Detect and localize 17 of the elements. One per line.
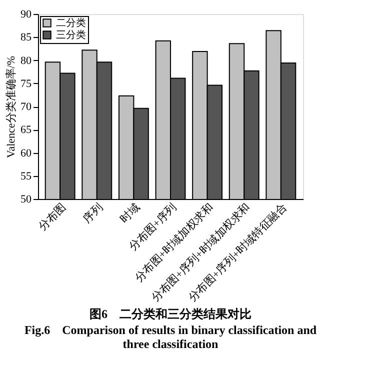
text: 图6 二分类和三分类结果对比 <box>90 307 252 322</box>
legend-label: 二分类 <box>56 17 86 29</box>
y-tick-label: 55 <box>20 170 32 182</box>
y-tick-label: 65 <box>20 124 32 136</box>
x-tick-label: 序列 <box>80 200 106 226</box>
y-tick-label: 70 <box>20 101 32 113</box>
text: Fig.6 Comparison of results in binary classification and three classification <box>24 323 317 352</box>
y-tick-label: 85 <box>20 32 32 44</box>
legend-label: 三分类 <box>56 29 86 41</box>
y-tick-label: 75 <box>20 78 32 90</box>
y-tick-label: 50 <box>20 194 32 206</box>
y-tick-label: 80 <box>20 54 32 67</box>
y-axis-title: Valence分类准确率/% <box>4 56 18 158</box>
y-tick-label: 60 <box>20 147 32 160</box>
x-tick-label: 时域 <box>117 200 142 226</box>
y-tick-label: 90 <box>20 8 32 20</box>
x-tick-label: 分布图 <box>36 202 69 234</box>
